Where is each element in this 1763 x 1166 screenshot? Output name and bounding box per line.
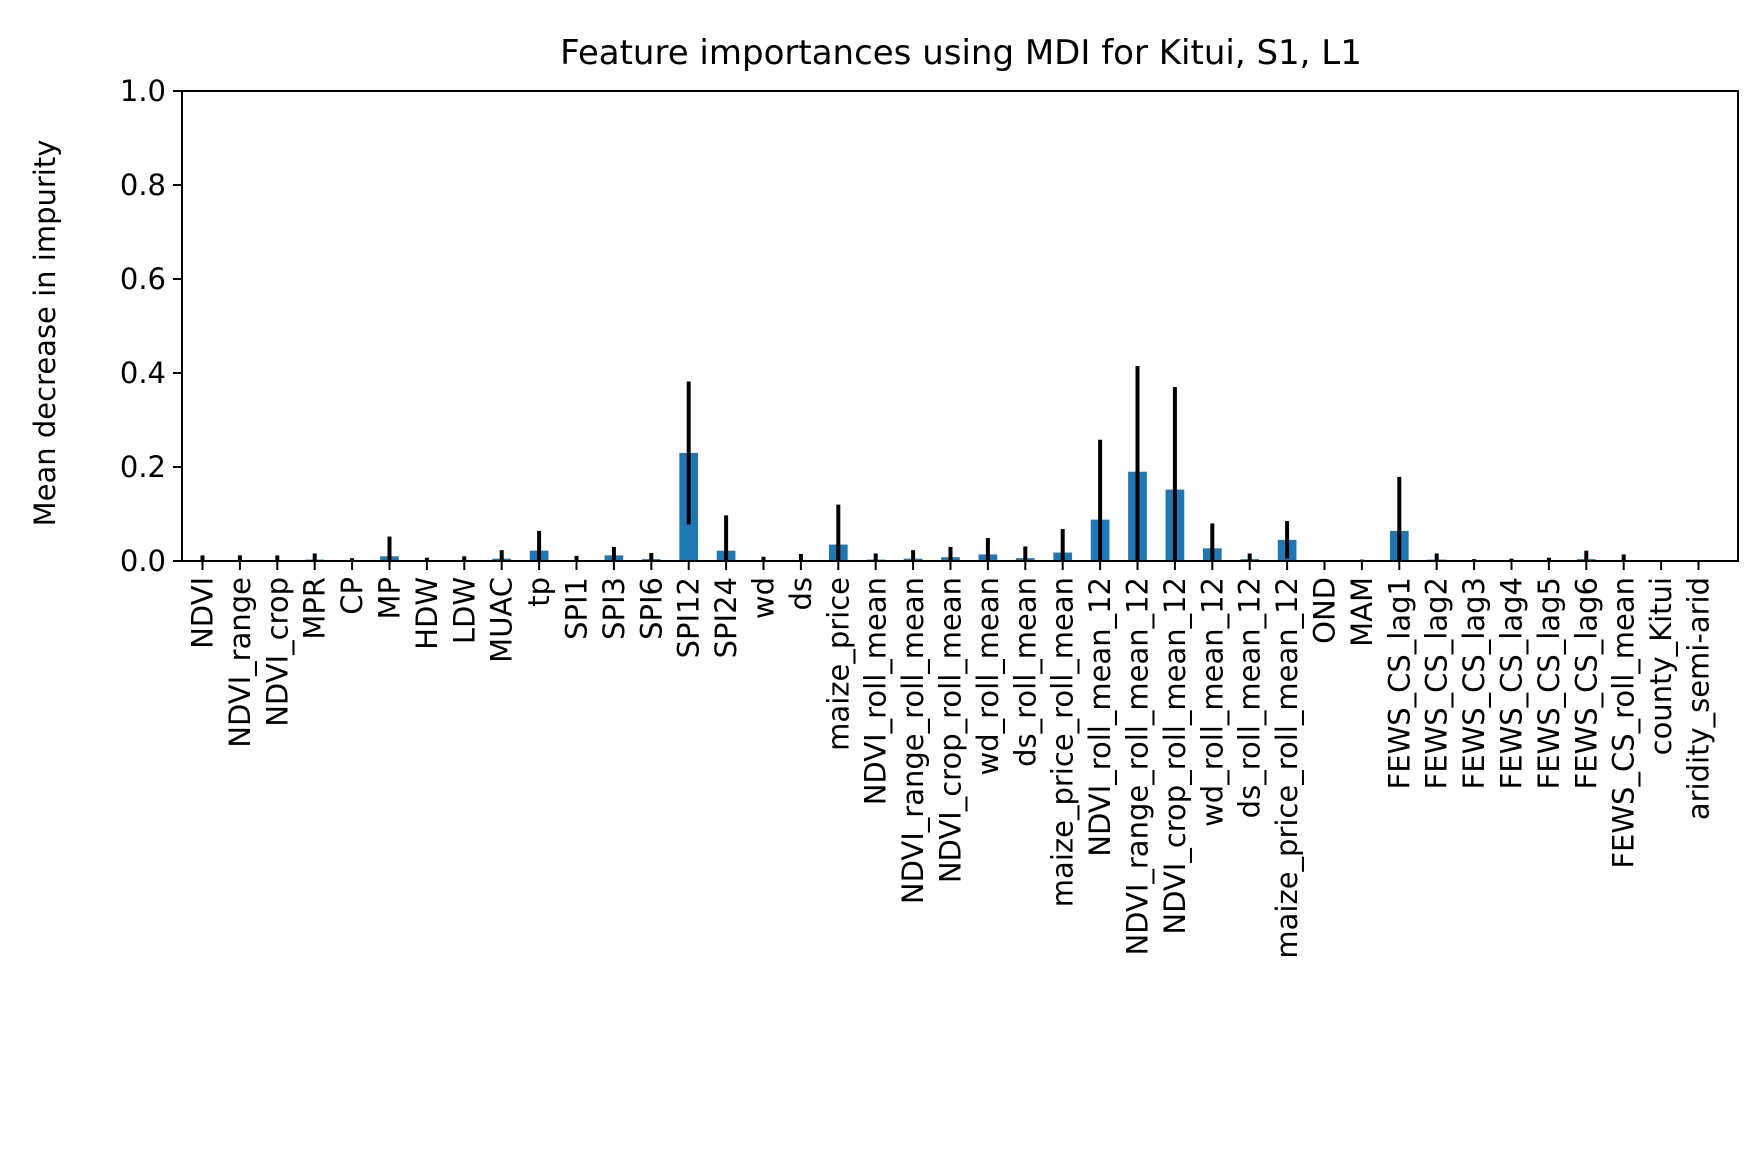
x-tick-label: wd_roll_mean <box>971 577 1005 776</box>
x-tick-label: MAM <box>1345 577 1379 647</box>
x-tick-label: SPI12 <box>672 577 706 658</box>
x-tick-label: SPI24 <box>709 577 743 658</box>
y-axis-label: Mean decrease in impurity <box>28 140 62 527</box>
x-tick-label: SPI3 <box>597 577 631 640</box>
x-tick-label: NDVI_crop_roll_mean <box>934 577 968 883</box>
x-tick-label: MP <box>373 577 407 620</box>
x-tick-label: wd_roll_mean_12 <box>1195 577 1229 827</box>
x-tick-label: CP <box>335 577 369 615</box>
x-tick-label: FEWS_CS_lag4 <box>1495 577 1529 789</box>
x-tick-label: SPI6 <box>634 577 668 640</box>
x-tick-label: MUAC <box>485 577 519 663</box>
x-tick-label: FEWS_CS_lag1 <box>1382 577 1416 789</box>
x-tick-label: maize_price_roll_mean_12 <box>1270 577 1304 959</box>
y-tick-label: 1.0 <box>120 74 166 108</box>
x-tick-label: county_Kitui <box>1644 577 1678 755</box>
chart-title: Feature importances using MDI for Kitui,… <box>560 33 1362 73</box>
x-tick-label: maize_price <box>821 577 855 751</box>
y-tick-label: 0.4 <box>120 356 166 390</box>
y-axis: 0.0 0.2 0.4 0.6 0.8 1.0 <box>120 74 182 578</box>
x-tick-label: NDVI_crop <box>260 577 294 727</box>
x-tick-label: MPR <box>298 577 332 640</box>
x-tick-label: NDVI_range_roll_mean_12 <box>1121 577 1155 956</box>
x-tick-label: FEWS_CS_lag2 <box>1420 577 1454 789</box>
x-tick-label: OND <box>1308 577 1342 644</box>
x-tick-label: NDVI_roll_mean <box>859 577 893 805</box>
x-tick-label: FEWS_CS_lag3 <box>1457 577 1491 789</box>
y-tick-label: 0.8 <box>120 168 166 202</box>
plot-frame <box>181 90 1739 562</box>
y-tick-label: 0.2 <box>120 450 166 484</box>
x-tick-label: NDVI_range_roll_mean <box>896 577 930 904</box>
x-tick-label: LDW <box>447 577 481 644</box>
x-tick-label: wd <box>747 577 781 619</box>
x-tick-label: NDVI_roll_mean_12 <box>1083 577 1117 857</box>
x-tick-label: tp <box>522 577 556 607</box>
y-tick-label: 0.0 <box>120 544 166 578</box>
x-tick-label: SPI1 <box>560 577 594 640</box>
x-tick-label: aridity_semi-arid <box>1682 577 1716 820</box>
x-tick-label: FEWS_CS_roll_mean <box>1607 577 1641 869</box>
x-tick-label: NDVI <box>186 577 220 649</box>
x-tick-label: maize_price_roll_mean <box>1046 577 1080 907</box>
x-tick-label: HDW <box>410 577 444 650</box>
y-tick-label: 0.6 <box>120 262 166 296</box>
x-tick-label: NDVI_crop_roll_mean_12 <box>1158 577 1192 935</box>
x-tick-label: FEWS_CS_lag5 <box>1532 577 1566 789</box>
x-tick-label: ds_roll_mean <box>1008 577 1042 767</box>
x-tick-label: NDVI_range <box>223 577 257 748</box>
x-axis: NDVI NDVI_range NDVI_crop MPR CP MP HDW LDW MUAC… <box>186 561 1716 959</box>
x-tick-label: FEWS_CS_lag6 <box>1569 577 1603 789</box>
x-tick-label: ds <box>784 577 818 611</box>
x-tick-label: ds_roll_mean_12 <box>1233 577 1267 818</box>
